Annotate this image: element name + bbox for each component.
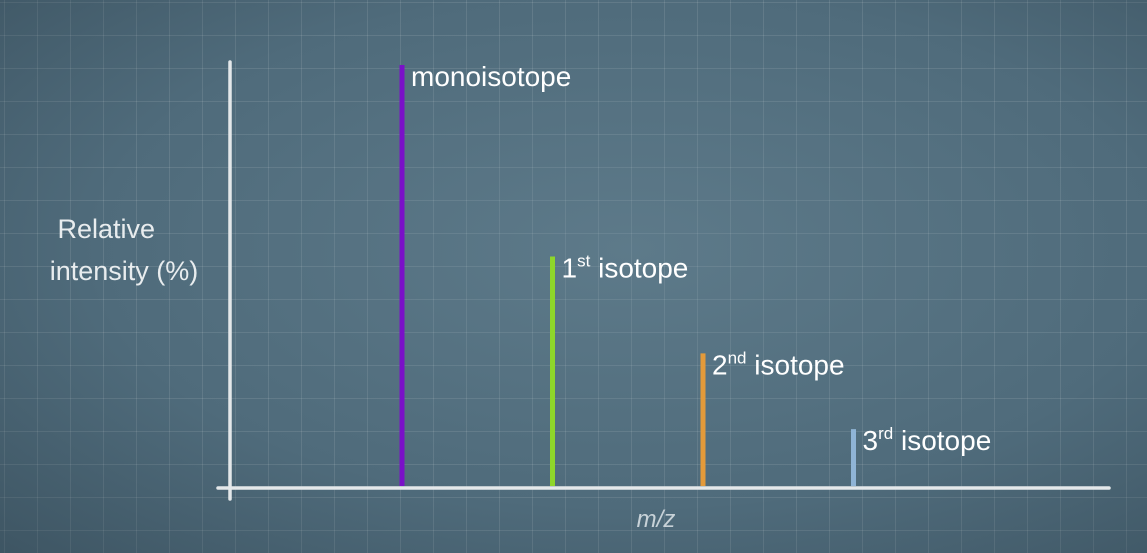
y-axis-label-line-1: Relative <box>57 214 155 244</box>
y-axis-label-line-2: intensity (%) <box>50 256 199 286</box>
peak-label-rest-3: isotope <box>893 425 991 456</box>
peak-label-1: 1st isotope <box>562 252 689 284</box>
peak-label-rest-2: isotope <box>747 349 845 380</box>
peak-label-main-0: monoisotope <box>411 61 571 92</box>
peak-label-sup-1: st <box>577 252 591 271</box>
peak-label-main-2: 2 <box>712 349 728 380</box>
y-axis-label: Relative intensity (%) <box>50 214 199 286</box>
peak-label-sup-2: nd <box>728 348 747 367</box>
x-axis-label: m/z <box>637 506 676 533</box>
peak-label-0: monoisotope <box>411 61 571 92</box>
peak-label-rest-1: isotope <box>590 253 688 284</box>
peak-label-main-3: 3 <box>863 425 879 456</box>
peak-label-sup-3: rd <box>878 424 893 443</box>
peak-label-main-1: 1 <box>562 253 578 284</box>
peak-label-2: 2nd isotope <box>712 348 845 380</box>
peak-label-3: 3rd isotope <box>863 424 992 456</box>
